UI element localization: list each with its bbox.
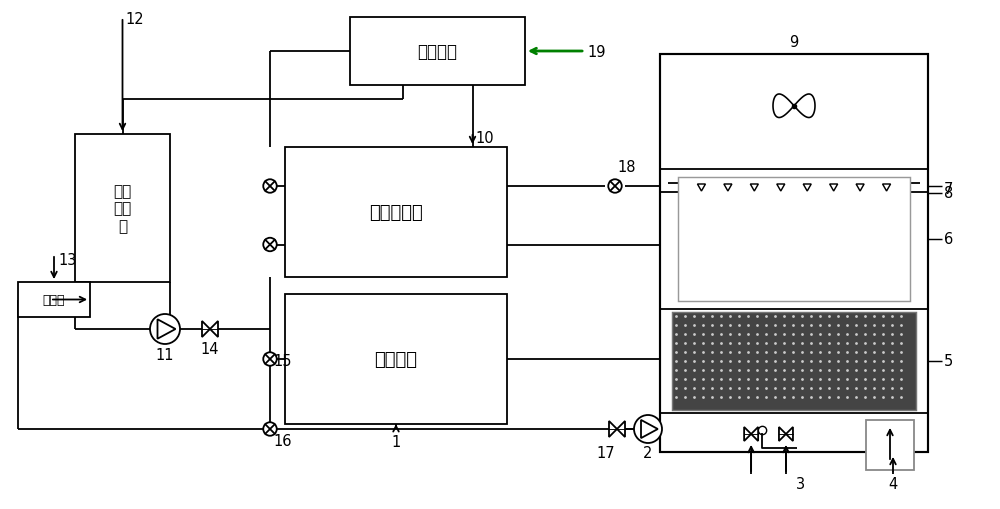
Text: 冷水主机: 冷水主机	[375, 350, 418, 369]
Circle shape	[150, 315, 180, 344]
Polygon shape	[777, 185, 785, 191]
Circle shape	[263, 180, 277, 193]
Polygon shape	[803, 185, 811, 191]
Bar	[75, 135, 170, 282]
Circle shape	[263, 353, 277, 366]
Text: 5: 5	[944, 354, 953, 369]
Text: 16: 16	[273, 433, 292, 448]
Text: 19: 19	[587, 44, 606, 60]
Polygon shape	[750, 185, 758, 191]
Text: 4: 4	[888, 476, 898, 491]
Polygon shape	[202, 321, 210, 337]
Circle shape	[608, 180, 622, 193]
Text: 8: 8	[944, 186, 953, 201]
Polygon shape	[786, 427, 793, 441]
Bar	[660, 55, 928, 452]
Text: 6: 6	[944, 232, 953, 247]
Text: 中间换热器: 中间换热器	[369, 204, 423, 221]
Text: 9: 9	[789, 35, 799, 50]
Text: 3: 3	[796, 476, 806, 491]
Polygon shape	[830, 185, 838, 191]
Bar	[350, 18, 525, 86]
Text: 15: 15	[273, 353, 292, 368]
Circle shape	[634, 415, 662, 443]
Bar	[672, 313, 916, 410]
Polygon shape	[883, 185, 891, 191]
Text: 定压
膨胀
罐: 定压 膨胀 罐	[113, 184, 132, 234]
Text: 13: 13	[58, 252, 76, 267]
Text: 10: 10	[476, 130, 494, 145]
Polygon shape	[856, 185, 864, 191]
Text: 低温模块: 低温模块	[418, 43, 458, 61]
Polygon shape	[744, 427, 751, 441]
Text: 12: 12	[126, 12, 144, 27]
Text: 2: 2	[643, 445, 653, 460]
Polygon shape	[697, 185, 705, 191]
Circle shape	[263, 238, 277, 252]
Polygon shape	[779, 427, 786, 441]
Bar	[285, 294, 507, 424]
Bar	[285, 148, 507, 277]
Text: 17: 17	[596, 445, 615, 460]
Text: 7: 7	[944, 181, 953, 196]
Polygon shape	[641, 420, 658, 438]
Polygon shape	[617, 421, 625, 437]
Polygon shape	[609, 421, 617, 437]
Text: 除垒仪: 除垒仪	[43, 293, 65, 306]
Text: 11: 11	[156, 347, 174, 362]
Circle shape	[263, 422, 277, 436]
Text: 14: 14	[201, 342, 219, 356]
Bar	[18, 282, 90, 318]
Bar	[866, 420, 914, 470]
Polygon shape	[158, 320, 176, 339]
Polygon shape	[751, 427, 758, 441]
Bar	[678, 178, 910, 301]
Text: 18: 18	[617, 160, 636, 175]
Polygon shape	[724, 185, 732, 191]
Polygon shape	[210, 321, 218, 337]
Text: 1: 1	[391, 434, 401, 449]
